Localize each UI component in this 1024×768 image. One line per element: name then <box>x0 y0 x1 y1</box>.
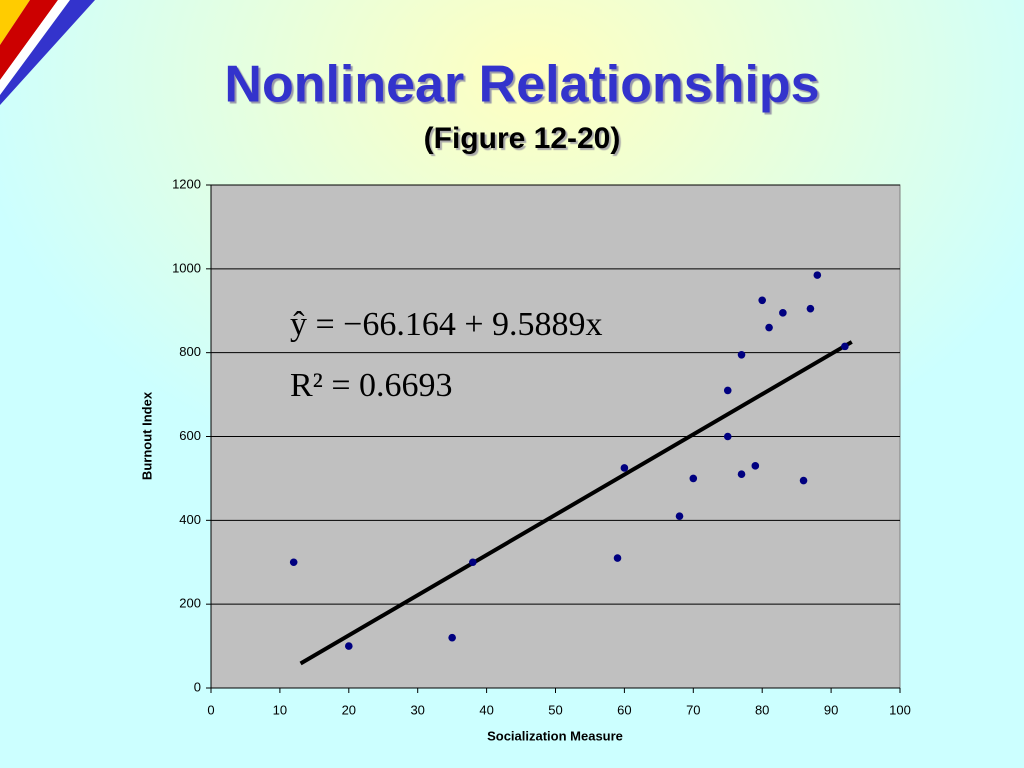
point <box>723 386 732 395</box>
subtitle: (Figure 12-20) <box>424 122 621 155</box>
x-tick-label: 70 <box>686 702 700 717</box>
x-tick-label: 100 <box>889 702 911 717</box>
trend-line <box>299 340 853 666</box>
y-tick-label: 1200 <box>172 176 201 191</box>
point <box>448 633 456 642</box>
x-tick-label: 40 <box>479 702 493 717</box>
y-tick-label: 400 <box>179 512 201 527</box>
point <box>289 558 298 567</box>
point <box>806 304 815 313</box>
point <box>737 350 746 359</box>
x-tick-label: 10 <box>273 702 287 717</box>
y-axis-label: Burnout Index <box>139 391 154 480</box>
x-tick-label: 60 <box>617 702 631 717</box>
point <box>751 462 760 470</box>
point <box>689 474 698 483</box>
x-axis-label: Socialization Measure <box>487 728 623 743</box>
point <box>813 271 822 279</box>
equation: ŷ = −66.164 + 9.5889x <box>290 306 603 343</box>
point <box>469 558 477 567</box>
point <box>799 476 808 485</box>
y-tick-label: 0 <box>194 679 201 694</box>
point <box>779 309 787 317</box>
point <box>675 512 684 520</box>
y-tick-label: 1000 <box>172 260 201 275</box>
point <box>758 296 766 305</box>
y-tick-label: 600 <box>179 428 201 443</box>
point <box>613 554 622 562</box>
x-tick-label: 30 <box>410 702 424 717</box>
x-tick-label: 0 <box>207 702 214 717</box>
point <box>345 642 353 650</box>
x-tick-label: 50 <box>548 702 562 717</box>
y-tick-label: 800 <box>179 344 201 359</box>
point <box>737 470 746 479</box>
y-tick-label: 200 <box>179 596 201 611</box>
x-tick-label: 80 <box>755 702 769 717</box>
title: Nonlinear Relationships <box>224 56 819 114</box>
r-squared: R² = 0.6693 <box>290 367 453 404</box>
point <box>841 342 849 351</box>
point <box>723 432 732 441</box>
corner-decoration <box>0 0 95 105</box>
point <box>765 323 773 332</box>
x-tick-label: 90 <box>824 702 838 717</box>
point <box>620 464 629 472</box>
x-tick-label: 20 <box>342 702 356 717</box>
